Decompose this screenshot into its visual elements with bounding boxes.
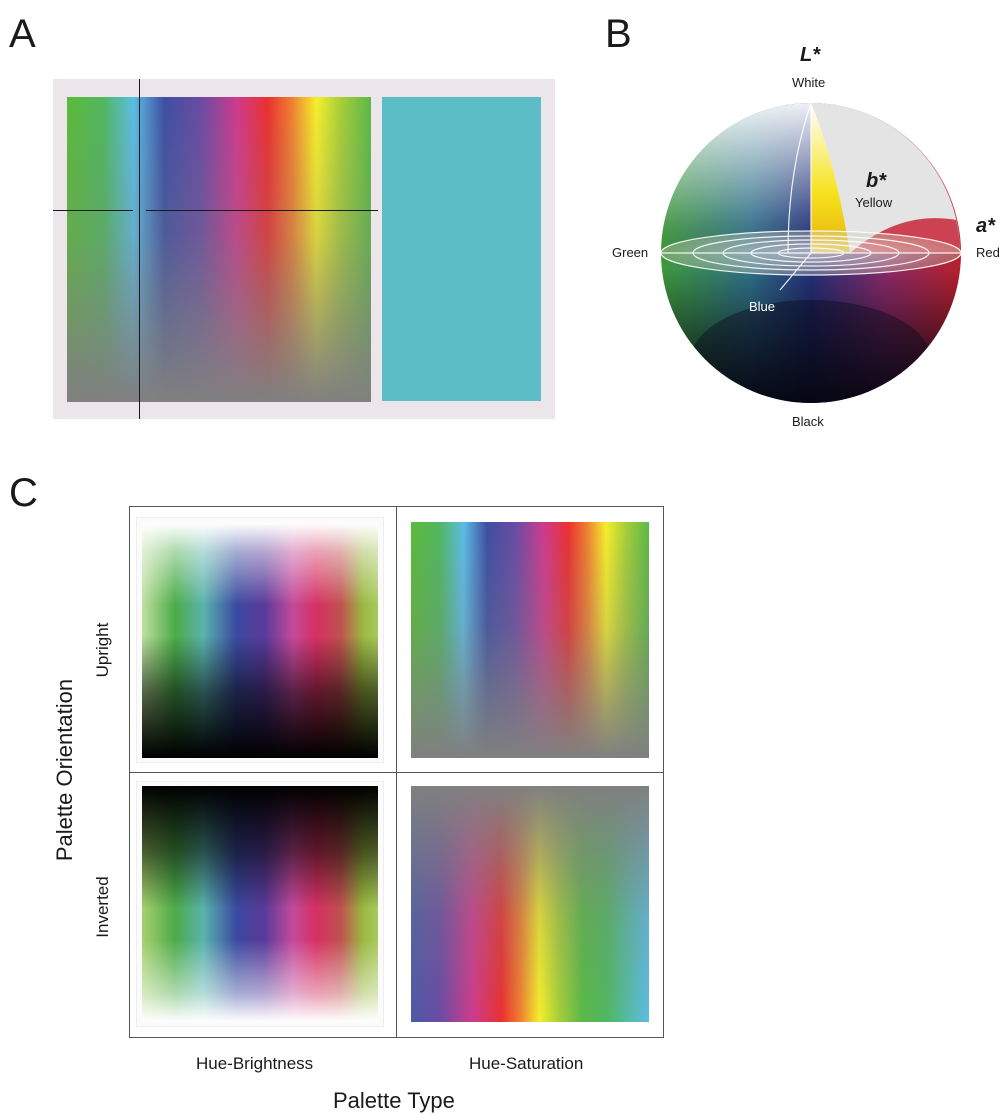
l-star-axis-label: L* [800,44,820,66]
b-star-axis-label: b* [866,170,886,192]
palette-orientation-axis-title: Palette Orientation [52,678,77,862]
panel-a-selected-color-swatch [382,97,541,401]
crosshair-vertical-line [139,79,140,419]
row-label-upright: Upright [93,622,112,678]
palette-upright-hue-brightness[interactable] [142,523,378,758]
row-label-inverted: Inverted [93,876,112,938]
panel-b-letter: B [605,12,632,56]
panel-a-hue-saturation-palette[interactable] [67,97,371,402]
green-label: Green [612,245,649,260]
palette-inverted-hue-brightness[interactable] [142,786,378,1022]
col-label-hue-brightness: Hue-Brightness [196,1054,314,1073]
panel-c-letter: C [9,471,38,515]
yellow-label: Yellow [855,195,893,210]
white-label: White [792,75,826,90]
palette-inverted-hue-saturation[interactable] [411,786,649,1022]
crosshair-horizontal-line-right [146,210,378,211]
red-label: Red [976,245,1000,260]
crosshair-horizontal-line-left [53,210,133,211]
cielab-sphere [660,100,962,406]
a-star-axis-label: a* [976,215,995,237]
palette-upright-hue-saturation[interactable] [411,522,649,758]
palette-type-axis-title: Palette Type [333,1088,455,1113]
grid-divider-horizontal [129,772,664,773]
panel-a-letter: A [9,12,36,56]
black-label: Black [792,414,824,429]
blue-label: Blue [749,299,776,314]
col-label-hue-saturation: Hue-Saturation [469,1054,584,1073]
